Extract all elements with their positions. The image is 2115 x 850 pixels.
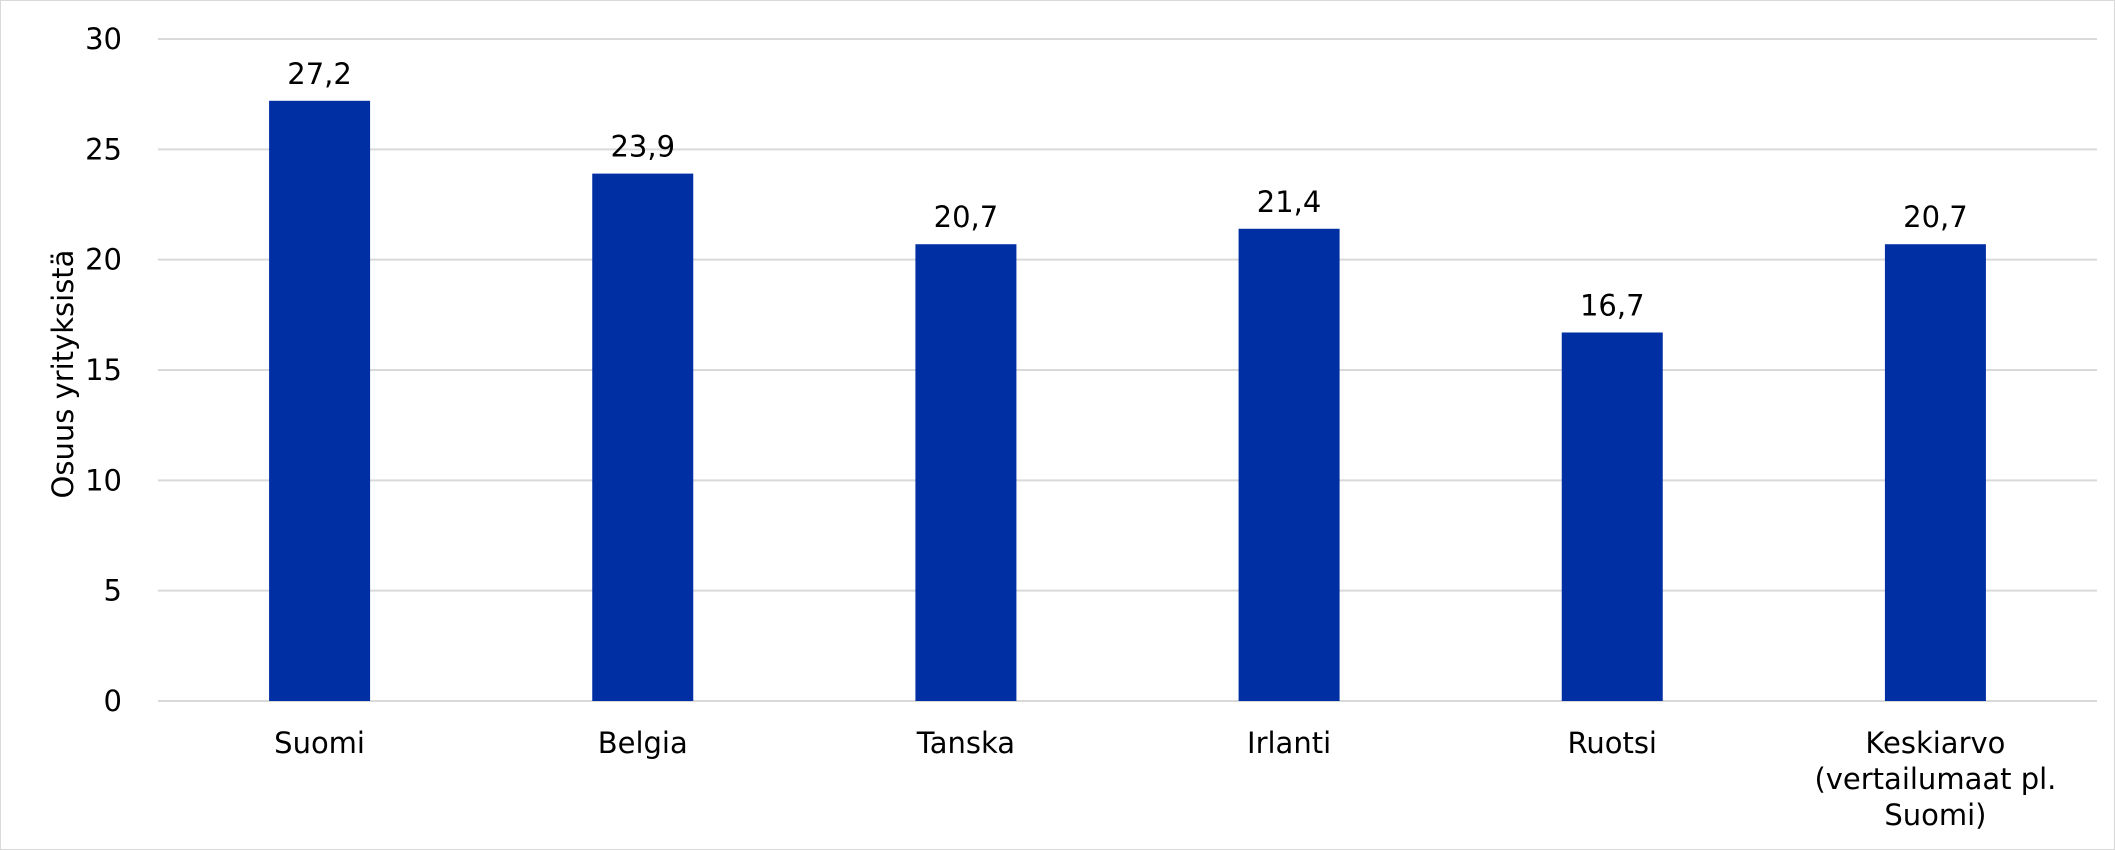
x-category-label: Suomi: [274, 726, 365, 760]
y-axis-ticks: 0 5 10 15 20 25 30: [85, 22, 122, 718]
bar: [1884, 244, 1986, 701]
bar: [269, 100, 371, 701]
x-axis-categories: Suomi Belgia Tanska Irlanti Ruotsi Keskiarvo(…: [274, 726, 2056, 832]
x-category-label: Tanska: [916, 726, 1015, 760]
data-label: 16,7: [1580, 288, 1645, 322]
data-label: 20,7: [934, 200, 999, 234]
y-tick-label: 0: [104, 684, 122, 718]
data-label: 27,2: [287, 57, 352, 91]
data-label: 23,9: [610, 130, 675, 164]
data-labels: 27,2 23,9 20,7 21,4 16,7 20,7: [287, 57, 1967, 323]
y-axis-title: Osuus yrityksistä: [46, 250, 80, 499]
x-category-label-line: Tanska: [916, 726, 1015, 760]
bar: [1561, 332, 1663, 701]
data-label: 21,4: [1257, 185, 1322, 219]
x-category-label: Keskiarvo (vertailumaat pl. Suomi): [1814, 726, 2056, 832]
x-category-label: Belgia: [598, 726, 688, 760]
bars: [269, 100, 1986, 702]
y-tick-label: 25: [85, 132, 122, 166]
x-category-label-line: Suomi): [1884, 798, 1986, 832]
gridlines: [158, 38, 2097, 702]
y-tick-label: 20: [85, 243, 122, 277]
bar: [1238, 228, 1340, 702]
x-category-label: Irlanti: [1247, 726, 1331, 760]
data-label: 20,7: [1903, 200, 1968, 234]
x-category-label-line: Ruotsi: [1567, 726, 1657, 760]
bar: [592, 173, 694, 701]
bar: [915, 244, 1017, 701]
x-category-label-line: (vertailumaat pl.: [1814, 762, 2056, 796]
y-tick-label: 15: [85, 353, 122, 387]
x-category-label: Ruotsi: [1567, 726, 1657, 760]
y-tick-label: 5: [104, 574, 122, 608]
x-category-label-line: Belgia: [598, 726, 688, 760]
y-tick-label: 10: [85, 463, 122, 497]
y-tick-label: 30: [85, 22, 122, 56]
x-category-label-line: Irlanti: [1247, 726, 1331, 760]
x-category-label-line: Keskiarvo: [1865, 726, 2005, 760]
x-category-label-line: Suomi: [274, 726, 365, 760]
